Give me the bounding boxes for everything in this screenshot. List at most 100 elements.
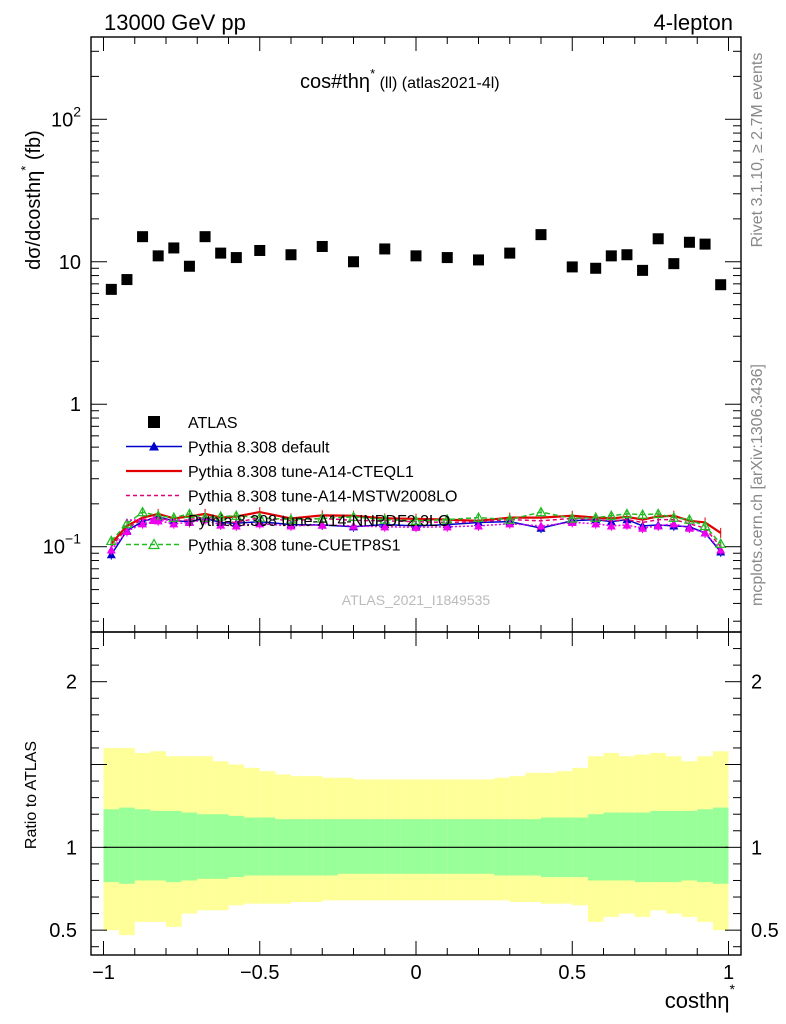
plot-title-main: cos#thη — [300, 71, 370, 93]
series-4 — [106, 514, 726, 555]
data-point — [105, 283, 117, 295]
x-tick-label: 0 — [410, 962, 421, 984]
ratio-band-green — [212, 814, 229, 879]
data-point — [316, 512, 328, 523]
data-point — [669, 519, 679, 528]
ratio-y-axis-label: Ratio to ATLAS — [23, 741, 40, 849]
ratio-band-green — [197, 814, 213, 879]
data-point — [411, 522, 421, 531]
data-point — [317, 520, 327, 529]
data-point — [504, 247, 516, 259]
main-y-axis-label: dσ/dcosthη* (fb) — [18, 130, 45, 270]
data-point — [316, 240, 328, 252]
ratio-band-green — [244, 817, 260, 876]
data-point — [504, 513, 516, 524]
legend-entry: Pythia 8.308 tune-A14-CTEQL1 — [126, 464, 414, 481]
data-point — [715, 279, 727, 291]
ratio-band-green — [650, 810, 666, 883]
y-tick-label-ratio-left: 2 — [66, 672, 77, 694]
data-point — [668, 258, 680, 270]
data-point — [199, 231, 211, 243]
data-point — [683, 236, 695, 248]
ratio-band-green — [134, 809, 151, 881]
main-y-axis-label-sup: * — [18, 166, 33, 171]
ratio-band-green — [416, 819, 432, 874]
x-tick-label: −1 — [92, 962, 115, 984]
data-point — [472, 511, 485, 522]
legend-label: Pythia 8.308 tune-A14-CTEQL1 — [188, 464, 414, 481]
data-point — [441, 513, 453, 524]
data-point — [286, 521, 296, 530]
legend: ATLAS Pythia 8.308 default Pythia 8.308 tu… — [126, 415, 457, 555]
plot-title-rest: (ll) (atlas2021-4l) — [375, 75, 499, 92]
data-point — [473, 254, 484, 266]
ratio-band-green — [697, 809, 713, 883]
data-point — [106, 545, 116, 554]
x-axis-label-main: costhη — [665, 988, 730, 1013]
series-5 — [105, 506, 727, 549]
data-point — [637, 508, 649, 519]
ratio-band-green — [447, 819, 463, 874]
data-point — [285, 249, 297, 261]
data-point — [152, 250, 164, 262]
data-point — [566, 261, 578, 273]
legend-entry: Pythia 8.308 tune-A14-NNPDF2.3LO — [126, 513, 450, 530]
data-point — [230, 252, 242, 264]
data-point — [285, 513, 297, 524]
data-point — [442, 522, 452, 531]
data-point — [637, 264, 649, 276]
data-point — [590, 511, 602, 522]
analysis-watermark: ATLAS_2021_I1849535 — [342, 592, 491, 608]
data-point — [255, 519, 265, 528]
data-point — [684, 523, 694, 532]
data-point — [254, 511, 266, 522]
legend-label: Pythia 8.308 tune-CUETP8S1 — [188, 538, 401, 555]
ratio-band-green — [150, 810, 166, 881]
y-tick-label-exp: −1 — [65, 531, 81, 547]
series-layer — [105, 229, 727, 560]
data-point — [379, 513, 391, 524]
data-point — [216, 520, 226, 529]
ratio-band-green — [681, 810, 698, 881]
data-point — [168, 242, 180, 254]
y-tick-label-ratio-left: 1 — [66, 837, 77, 859]
y-tick-label-base: 10 — [59, 252, 81, 274]
data-point — [348, 256, 359, 268]
data-point — [183, 260, 195, 272]
ratio-band-green — [603, 812, 620, 881]
ratio-band-green — [353, 819, 370, 874]
data-point — [653, 521, 663, 530]
y-tick-label-ratio-left: 0.5 — [49, 920, 77, 942]
legend-marker — [149, 441, 159, 451]
data-point — [121, 517, 133, 528]
data-point — [137, 231, 149, 243]
ratio-band-green — [431, 819, 448, 874]
y-tick-label-base: 10 — [43, 537, 65, 559]
plot-title: cos#thη* (ll) (atlas2021-4l) — [300, 66, 500, 93]
mcplots-source-label: mcplots.cern.ch [arXiv:1306.3436] — [749, 364, 766, 606]
data-point — [605, 509, 617, 520]
legend-label: Pythia 8.308 tune-A14-MSTW2008LO — [188, 489, 457, 506]
ratio-band-green — [166, 810, 182, 883]
data-point — [137, 506, 149, 517]
data-point — [621, 508, 633, 519]
data-point — [591, 519, 601, 528]
ratio-band-green — [384, 819, 401, 874]
x-tick-label: −0.5 — [240, 962, 279, 984]
legend-marker — [147, 538, 161, 550]
data-point — [215, 510, 227, 521]
x-axis-label: costhη* — [665, 981, 736, 1013]
data-point — [700, 528, 710, 537]
y-tick-label-main: 1 — [70, 394, 81, 416]
data-point — [683, 513, 695, 524]
header-channel-label: 4-lepton — [653, 10, 733, 35]
legend-label: Pythia 8.308 default — [188, 440, 330, 457]
ratio-band-green — [400, 819, 416, 874]
data-point — [474, 521, 483, 530]
x-tick-label: 0.5 — [558, 962, 586, 984]
ratio-band-green — [181, 812, 198, 881]
ratio-band-green — [228, 815, 245, 878]
data-point — [699, 238, 711, 250]
data-point — [699, 520, 711, 531]
